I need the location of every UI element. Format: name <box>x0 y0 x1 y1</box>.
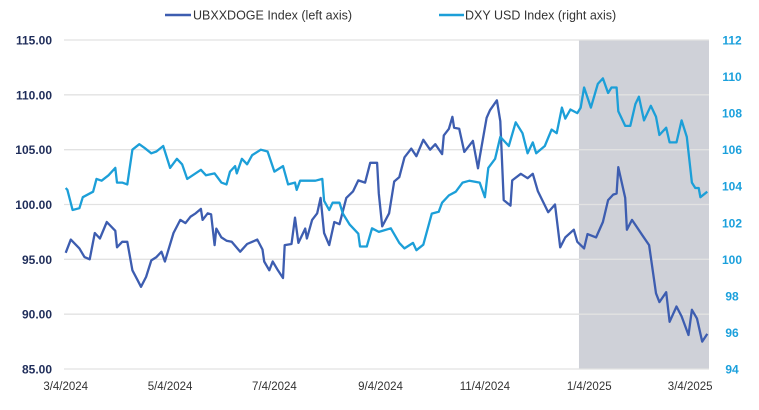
legend-label-dxy: DXY USD Index (right axis) <box>465 9 616 23</box>
left-tick-label: 105.00 <box>15 143 52 157</box>
x-tick-label: 11/4/2024 <box>460 381 511 393</box>
x-axis: 3/4/2024 5/4/2024 7/4/2024 9/4/2024 11/4/202… <box>43 381 712 393</box>
right-tick-label: 100 <box>722 253 742 267</box>
left-tick-label: 115.00 <box>16 34 52 48</box>
right-axis: 94 96 98 100 102 104 106 108 110 112 <box>722 34 742 377</box>
right-tick-label: 98 <box>725 289 739 303</box>
left-tick-label: 100.00 <box>15 198 52 212</box>
gridlines <box>64 39 709 370</box>
left-axis: 85.00 90.00 95.00 100.00 105.00 110.00 115.00 <box>15 34 52 377</box>
x-tick-label: 3/4/2025 <box>668 381 713 393</box>
legend: UBXXDOGE Index (left axis) DXY USD Index… <box>165 9 616 23</box>
series-line-dxy <box>64 77 709 252</box>
series-line-ubxxdoge <box>64 99 709 343</box>
right-tick-label: 104 <box>722 180 742 194</box>
x-tick-label: 9/4/2024 <box>358 381 403 393</box>
right-tick-label: 94 <box>725 363 739 377</box>
left-tick-label: 90.00 <box>22 308 52 322</box>
left-tick-label: 85.00 <box>22 363 52 377</box>
x-tick-label: 5/4/2024 <box>148 381 193 393</box>
right-tick-label: 106 <box>722 143 742 157</box>
right-tick-label: 102 <box>722 216 742 230</box>
legend-label-ubxxdoge: UBXXDOGE Index (left axis) <box>193 9 352 23</box>
x-tick-label: 7/4/2024 <box>252 381 297 393</box>
x-tick-label: 3/4/2024 <box>43 381 88 393</box>
series-lines <box>64 77 709 343</box>
right-tick-label: 108 <box>722 107 742 121</box>
right-tick-label: 110 <box>722 70 742 84</box>
x-tick-label: 1/4/2025 <box>567 381 612 393</box>
right-tick-label: 96 <box>725 326 739 340</box>
left-tick-label: 110.00 <box>16 88 52 102</box>
left-tick-label: 95.00 <box>22 253 52 267</box>
right-tick-label: 112 <box>722 34 742 48</box>
